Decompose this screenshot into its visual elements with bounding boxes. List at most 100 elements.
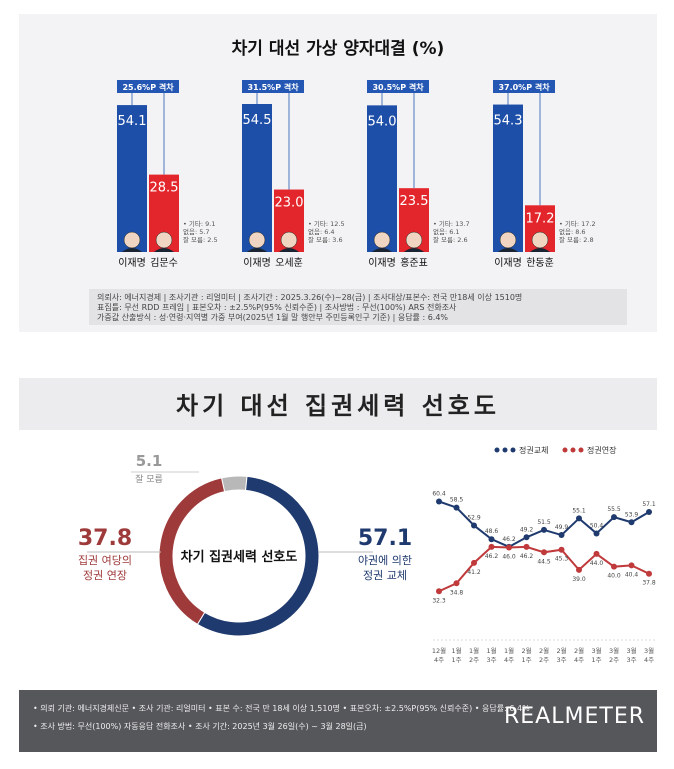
point-label: 32.3 bbox=[432, 597, 446, 604]
legend-marker bbox=[570, 447, 576, 453]
data-point bbox=[611, 563, 617, 570]
legend-marker bbox=[578, 447, 584, 453]
point-label: 41.2 bbox=[467, 569, 481, 576]
point-label: 48.6 bbox=[485, 528, 499, 535]
data-point bbox=[593, 530, 600, 537]
x-tick-label: 1월 bbox=[469, 646, 479, 655]
data-point bbox=[628, 519, 635, 526]
data-point bbox=[593, 550, 600, 557]
bar-value-label: 54.1 bbox=[118, 114, 147, 129]
data-point bbox=[628, 562, 635, 569]
data-point bbox=[541, 526, 547, 533]
bar-lee bbox=[493, 104, 523, 252]
value-label-unsure: 5.1 bbox=[136, 452, 163, 470]
category-label: 집권 여당의 bbox=[78, 554, 132, 567]
x-tick-label: 1월 bbox=[486, 646, 496, 655]
candidate-photo bbox=[372, 248, 392, 252]
gap-label: 25.6%P 격차 bbox=[122, 82, 174, 92]
x-tick-label: 1주 bbox=[591, 656, 601, 664]
candidate-name: 이재명 bbox=[118, 257, 146, 269]
bar-value-label: 28.5 bbox=[150, 181, 179, 196]
bar-value-label: 54.0 bbox=[368, 114, 397, 129]
other-response-note: 없음: 6.1 bbox=[433, 228, 460, 236]
x-tick-label: 2월 bbox=[574, 646, 584, 655]
point-label: 40.4 bbox=[625, 571, 639, 578]
other-response-note: 없음: 6.4 bbox=[308, 228, 335, 236]
data-point bbox=[523, 534, 530, 541]
other-response-note: 잘 모름: 2.5 bbox=[183, 236, 218, 244]
gap-badge bbox=[242, 80, 304, 93]
footer-line: • 조사 방법: 무선(100%) 자동응답 전화조사 • 조사 기간: 202… bbox=[33, 722, 367, 731]
point-label: 50.4 bbox=[590, 522, 604, 529]
x-tick-label: 2주 bbox=[469, 656, 479, 664]
candidate-photo bbox=[248, 231, 266, 249]
footer-bar: • 의뢰 기관: 에너지경제신문 • 조사 기관: 리얼미터 • 표본 수: 전… bbox=[19, 690, 657, 752]
candidate-photo bbox=[154, 248, 174, 252]
donut-slice bbox=[220, 475, 248, 493]
category-label: 잘 모름 bbox=[135, 473, 163, 485]
x-tick-label: 3월 bbox=[591, 646, 601, 655]
candidate-name: 오세훈 bbox=[275, 256, 303, 269]
other-response-note: 없음: 5.7 bbox=[183, 228, 210, 236]
data-point bbox=[436, 588, 442, 595]
data-point bbox=[453, 580, 460, 587]
data-point bbox=[558, 532, 565, 539]
candidate-photo bbox=[530, 248, 550, 252]
bar-value-label: 23.5 bbox=[400, 194, 429, 209]
other-response-note: • 기타: 13.7 bbox=[433, 219, 470, 228]
other-response-note: • 기타: 12.5 bbox=[308, 219, 345, 228]
candidate-name: 이재명 bbox=[243, 257, 271, 269]
x-tick-label: 1월 bbox=[451, 646, 461, 655]
candidate-photo bbox=[498, 248, 518, 252]
point-label: 46.2 bbox=[485, 553, 499, 560]
candidate-photo bbox=[373, 231, 391, 249]
candidate-name: 한동훈 bbox=[526, 256, 554, 269]
category-label: 정권 교체 bbox=[363, 569, 407, 582]
matchup-methodology: 의뢰사: 에너지경제 | 조사기관 : 리얼미터 | 조사기간 : 2025.3… bbox=[89, 289, 627, 325]
gap-badge bbox=[367, 80, 429, 93]
data-point bbox=[541, 549, 547, 556]
point-label: 57.1 bbox=[642, 501, 656, 508]
point-label: 44.0 bbox=[590, 560, 604, 567]
bar-value-label: 23.0 bbox=[275, 196, 304, 211]
brand-logo: REALMETER bbox=[504, 704, 645, 729]
data-point bbox=[436, 498, 442, 505]
data-point bbox=[558, 546, 565, 553]
legend-label: 정권연장 bbox=[587, 445, 617, 455]
candidate-photo bbox=[531, 231, 549, 249]
x-tick-label: 4주 bbox=[574, 656, 584, 664]
matchup-panel: 차기 대선 가상 양자대결 (%) 25.6%P 격차 54.1 28.5 이재명 김문… bbox=[19, 14, 657, 332]
data-point bbox=[646, 570, 652, 577]
bar-lee bbox=[117, 105, 147, 252]
candidate-photo bbox=[404, 248, 424, 252]
x-tick-label: 3월 bbox=[644, 646, 654, 655]
category-label: 정권 연장 bbox=[83, 569, 127, 582]
bar-lee bbox=[367, 105, 397, 253]
gap-label: 37.0%P 격차 bbox=[498, 82, 550, 92]
candidate-name: 이재명 bbox=[368, 257, 396, 269]
footer-line: • 의뢰 기관: 에너지경제신문 • 조사 기관: 리얼미터 • 표본 수: 전… bbox=[33, 704, 530, 713]
category-label: 야권에 의한 bbox=[358, 554, 412, 567]
candidate-name: 이재명 bbox=[494, 257, 522, 269]
x-tick-label: 3주 bbox=[626, 656, 636, 664]
gap-label: 31.5%P 격차 bbox=[247, 82, 299, 92]
point-label: 55.5 bbox=[607, 506, 621, 513]
candidate-photo bbox=[499, 231, 517, 249]
data-point bbox=[576, 566, 582, 573]
other-response-note: 잘 모름: 2.6 bbox=[433, 236, 468, 244]
other-response-note: 잘 모름: 2.8 bbox=[559, 236, 594, 244]
data-point bbox=[471, 522, 477, 529]
candidate-name: 김문수 bbox=[150, 257, 178, 269]
gap-badge bbox=[493, 80, 555, 93]
x-tick-label: 4주 bbox=[644, 656, 654, 664]
x-tick-label: 1주 bbox=[451, 656, 461, 664]
x-tick-label: 3주 bbox=[556, 656, 566, 664]
legend-marker bbox=[562, 447, 568, 453]
point-label: 39.0 bbox=[572, 576, 586, 583]
bar-value-label: 17.2 bbox=[526, 211, 555, 226]
point-label: 44.5 bbox=[537, 558, 551, 565]
x-tick-label: 1월 bbox=[504, 646, 514, 655]
data-point bbox=[646, 509, 652, 516]
legend-marker bbox=[510, 447, 516, 453]
